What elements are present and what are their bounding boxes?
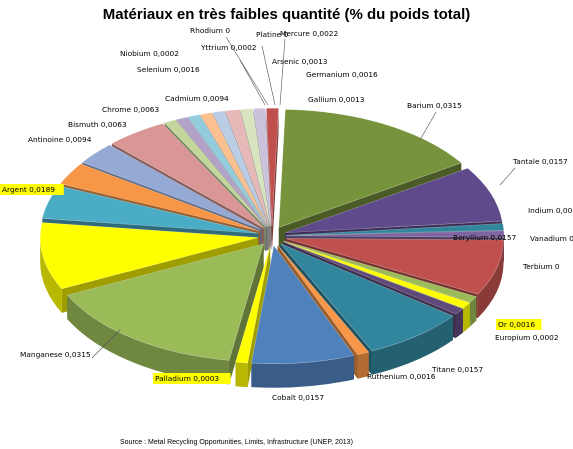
- pie-slice-cobalt: [251, 244, 355, 365]
- data-label-selenium: Selenium 0,0016: [137, 65, 200, 74]
- data-label-antinoine: Antinoine 0,0094: [28, 135, 92, 144]
- data-label-ruthenium: Ruthenium 0,0016: [367, 372, 436, 381]
- pie-slice-terbium: [284, 240, 477, 303]
- pie-slice-gallium: [266, 107, 279, 227]
- data-label-vanadium: Vanadium 0,0002: [530, 234, 573, 243]
- pie-slice-niobium: [175, 116, 267, 228]
- pie-slice-yttrium: [187, 114, 268, 227]
- pie-slice-titane: [280, 243, 454, 352]
- data-label-arsenic: Arsenic 0,0013: [272, 57, 328, 66]
- pie-slice-cadmium: [111, 123, 264, 229]
- data-label-or: Or 0,0016: [498, 320, 535, 329]
- label-highlight-argent: [0, 184, 64, 195]
- leader-line-platine: [261, 45, 276, 106]
- pie-slice-platine: [212, 110, 270, 227]
- data-label-cobalt: Cobalt 0,0157: [272, 393, 324, 402]
- data-label-bismuth: Bismuth 0,0063: [68, 120, 127, 129]
- data-label-europium: Europium 0,0002: [495, 333, 559, 342]
- chart-title: Matériaux en très faibles quantité (% du…: [102, 6, 471, 23]
- leader-line-barium: [419, 111, 437, 141]
- data-label-gallium: Gallium 0,0013: [308, 95, 365, 104]
- data-label-palladium: Palladium 0,0003: [155, 374, 219, 383]
- pie-slice-argent: [39, 222, 259, 290]
- pie-slice-barium: [278, 109, 462, 228]
- pie-slice-selenium: [163, 119, 267, 228]
- pie-slice-ruthenium: [277, 244, 370, 356]
- pie-slice-tantale: [285, 167, 503, 234]
- label-highlight-palladium: [153, 373, 231, 384]
- chart-source: Source : Metal Recycling Opportunities, …: [120, 439, 353, 446]
- leader-line-tantale: [499, 167, 516, 186]
- data-label-terbium: Terbium 0: [522, 262, 560, 271]
- pie-slice-germanium: [253, 107, 272, 227]
- data-label-tantale: Tantale 0,0157: [512, 157, 568, 166]
- pie-slice-rhodium: [199, 112, 269, 227]
- leader-line-mercure: [279, 38, 286, 106]
- data-label-beryllium: Beryllium 0,0157: [453, 233, 517, 242]
- pie-slice-europium: [283, 241, 464, 315]
- data-label-niobium: Niobium 0,0002: [120, 49, 179, 58]
- data-label-yttrium: Yttrium 0,0002: [200, 43, 257, 52]
- pie-slice-mercure: [224, 109, 270, 227]
- data-label-rhodium: Rhodium 0: [190, 26, 230, 35]
- data-label-indium: Indium 0,0016: [528, 206, 573, 215]
- pie-slice-vanadium: [285, 230, 505, 238]
- data-label-titane: Titane 0,0157: [431, 365, 484, 374]
- data-label-mercure: Mercure 0,0022: [280, 29, 338, 38]
- leader-line-rhodium: [225, 36, 269, 106]
- data-label-manganese: Manganese 0,0315: [20, 350, 91, 359]
- data-label-barium: Barium 0,0315: [407, 101, 462, 110]
- pie-slice-chrome: [81, 144, 262, 230]
- data-label-germanium: Germanium 0,0016: [306, 70, 378, 79]
- pie-slice-bismuth: [59, 163, 260, 232]
- data-label-argent: Argent 0,0189: [2, 185, 55, 194]
- data-label-platine: Platine 0: [256, 30, 289, 39]
- leader-line-yttrium: [239, 59, 266, 106]
- pie-slice-or: [283, 241, 471, 309]
- pie-slice-arsenic: [240, 108, 271, 227]
- pie-slice-manganese: [66, 243, 265, 361]
- data-label-chrome: Chrome 0,0063: [102, 105, 159, 114]
- leader-line-manganese: [91, 329, 121, 359]
- pie-slice-palladium: [235, 245, 271, 364]
- data-label-cadmium: Cadmium 0,0094: [165, 94, 229, 103]
- label-highlight-or: [496, 319, 542, 330]
- pie-slice-beryllium: [285, 238, 504, 295]
- pie-slice-indium: [285, 223, 505, 236]
